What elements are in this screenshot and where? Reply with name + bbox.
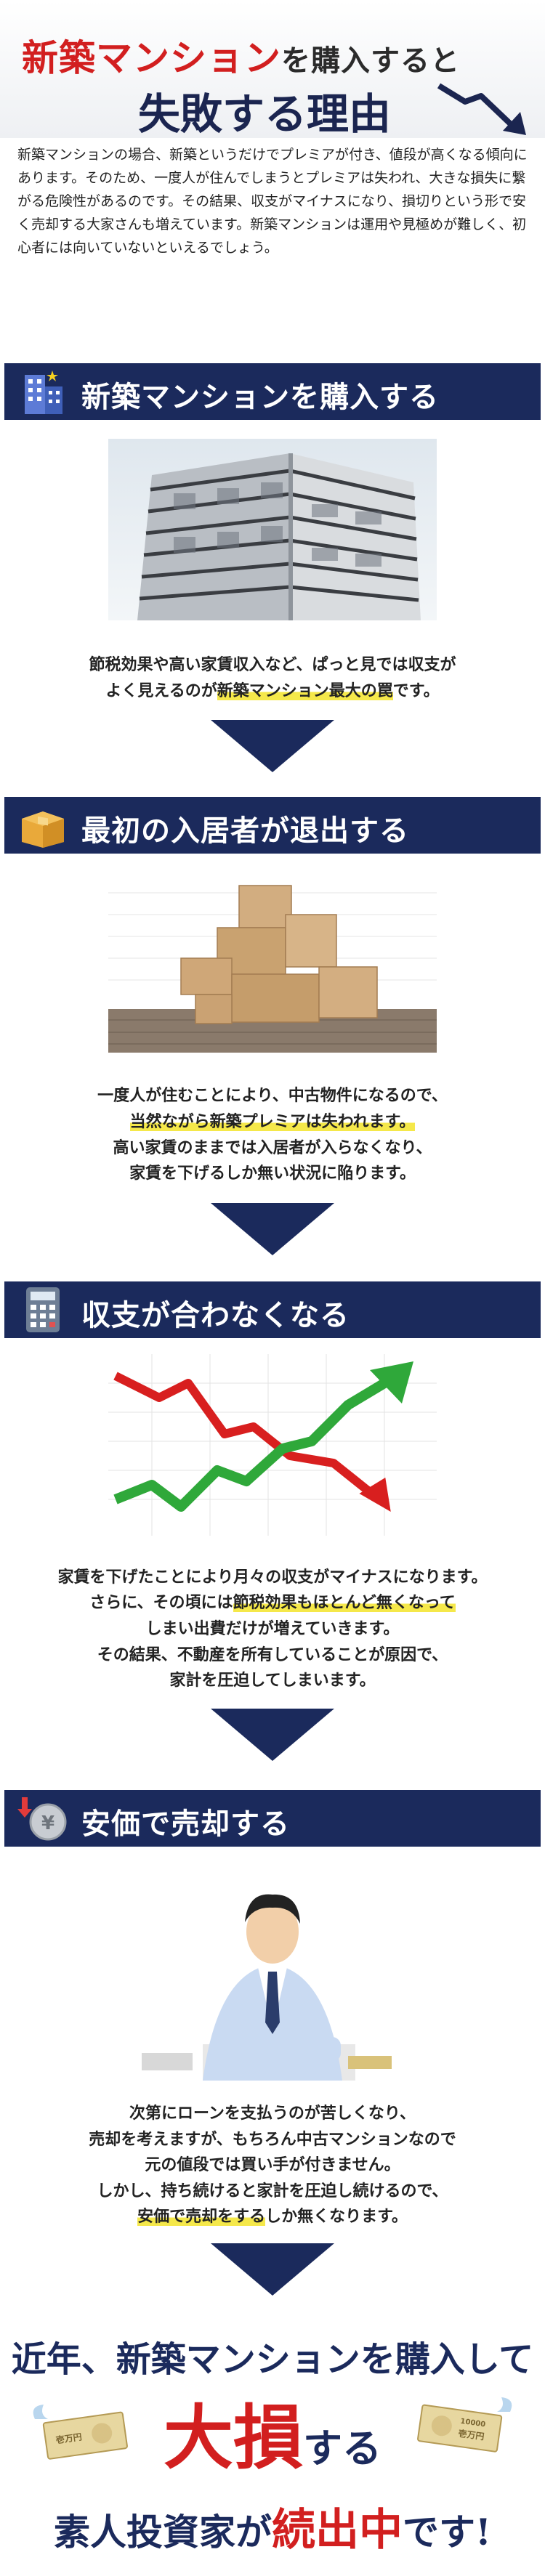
note-text: 元の値段では買い手が付きません。 bbox=[145, 2155, 400, 2175]
note-text: しかし、持ち続けると家計を圧迫し続けるので、 bbox=[97, 2181, 448, 2200]
section-note: 一度人が住むことにより、中古物件になるので、 当然ながら新築プレミアは失われます… bbox=[0, 1083, 545, 1187]
note-line: 安価で売却をするしか無くなります。 bbox=[0, 2204, 545, 2230]
section-note: 次第にローンを支払うのが苦しくなり、 売却を考えますが、もちろん中古マンションな… bbox=[0, 2101, 545, 2230]
note-line: 元の値段では買い手が付きません。 bbox=[0, 2152, 545, 2179]
calculator-icon bbox=[26, 1287, 60, 1332]
note-line: 家賃を下げるしか無い状況に陥ります。 bbox=[0, 1161, 545, 1187]
note-line: 次第にローンを支払うのが苦しくなり、 bbox=[0, 2101, 545, 2127]
bill-text: 壱万円 bbox=[458, 2428, 485, 2442]
note-text: その結果、不動産を所有していることが原因で、 bbox=[97, 1645, 448, 1664]
highlight-text: 新築マンション最大の罠 bbox=[217, 681, 393, 700]
condominium-photo bbox=[108, 439, 437, 620]
note-text: 家賃を下げたことにより月々の収支がマイナスになります。 bbox=[57, 1567, 488, 1587]
note-line: 売却を考えますが、もちろん中古マンションなので bbox=[0, 2127, 545, 2153]
svg-text:¥: ¥ bbox=[41, 1812, 54, 1834]
hero-title-line1: 新築マンションを購入すると bbox=[22, 29, 460, 81]
note-line: 高い家賃のままでは入居者が入らなくなり、 bbox=[0, 1135, 545, 1162]
note-line: しまい出費だけが増えていきます。 bbox=[0, 1616, 545, 1643]
footer-line2: 大損する bbox=[0, 2381, 545, 2482]
footer-conclusion: 近年、新築マンションを購入して 大損する 素人投資家が続出中です! 壱万円 10… bbox=[0, 2317, 545, 2576]
section-title: 安価で売却する bbox=[81, 1806, 290, 1841]
note-text: 次第にローンを支払うのが苦しくなり、 bbox=[129, 2103, 416, 2123]
footer-line3: 素人投資家が続出中です! bbox=[0, 2495, 545, 2558]
note-line: 家賃を下げたことにより月々の収支がマイナスになります。 bbox=[0, 1565, 545, 1591]
cardboard-box-icon bbox=[22, 811, 64, 848]
building-icon bbox=[25, 370, 62, 414]
bill-text: 壱万円 bbox=[55, 2431, 83, 2445]
note-text: しまい出費だけが増えていきます。 bbox=[145, 1619, 400, 1638]
note-line: 一度人が住むことにより、中古物件になるので、 bbox=[0, 1083, 545, 1109]
highlight-text: 当然ながら新築プレミアは失われます。 bbox=[129, 1111, 416, 1131]
flying-money-right-icon: 10000 壱万円 bbox=[417, 2397, 512, 2453]
note-line: 節税効果や高い家賃収入など、ぱっと見では収支が bbox=[0, 652, 545, 679]
note-line: 家計を圧迫してしまいます。 bbox=[0, 1668, 545, 1694]
note-text: しか無くなります。 bbox=[265, 2207, 408, 2227]
section-bar-sell: ¥ 安価で売却する bbox=[4, 1789, 541, 1847]
section-title: 新築マンションを購入する bbox=[81, 380, 439, 414]
boxes-photo bbox=[108, 871, 437, 1053]
highlight-text: 節税効果もほとんど無くなって bbox=[233, 1593, 456, 1613]
down-arrow-icon bbox=[211, 1708, 334, 1761]
trend-chart-illustration bbox=[108, 1353, 437, 1536]
note-text: 家賃を下げるしか無い状況に陥ります。 bbox=[129, 1164, 416, 1183]
note-line: しかし、持ち続けると家計を圧迫し続けるので、 bbox=[0, 2179, 545, 2205]
hero-title-connector: を購入すると bbox=[281, 44, 460, 78]
section-title: 最初の入居者が退出する bbox=[81, 814, 409, 848]
hero-title-red: 新築マンション bbox=[22, 36, 281, 79]
down-arrow-icon bbox=[211, 1202, 334, 1255]
section-bar-move-out: 最初の入居者が退出する bbox=[4, 797, 541, 854]
section-note: 家賃を下げたことにより月々の収支がマイナスになります。 さらに、その頃には節税効… bbox=[0, 1565, 545, 1694]
note-text: 節税効果や高い家賃収入など、ぱっと見では収支が bbox=[89, 655, 456, 674]
note-text: 高い家賃のままでは入居者が入らなくなり、 bbox=[113, 1138, 432, 1157]
note-line: さらに、その頃には節税効果もほとんど無くなって bbox=[0, 1590, 545, 1616]
footer-line1: 近年、新築マンションを購入して bbox=[11, 2339, 534, 2380]
note-line: 当然ながら新築プレミアは失われます。 bbox=[0, 1109, 545, 1135]
yen-coin-down-icon: ¥ bbox=[17, 1797, 67, 1841]
note-text: 売却を考えますが、もちろん中古マンションなので bbox=[89, 2129, 456, 2149]
bill-number: 10000 bbox=[460, 2418, 486, 2429]
intro-paragraph: 新築マンションの場合、新築というだけでプレミアが付き、値段が高くなる傾向にありま… bbox=[17, 147, 528, 256]
footer-big-loss: 大損 bbox=[164, 2397, 303, 2479]
section-bar-buy: 新築マンションを購入する bbox=[4, 363, 541, 420]
footer-suru: する bbox=[303, 2425, 382, 2471]
footer-line3-b: です! bbox=[403, 2511, 491, 2553]
footer-line3-a: 素人投資家が bbox=[54, 2511, 272, 2553]
hero-title-line2: 失敗する理由 bbox=[138, 89, 392, 139]
section-title: 収支が合わなくなる bbox=[81, 1297, 350, 1332]
note-text: 一度人が住むことにより、中古物件になるので、 bbox=[97, 1086, 448, 1106]
down-arrow-icon bbox=[211, 720, 334, 773]
businessman-photo bbox=[108, 1862, 437, 2081]
note-text: よく見えるのが bbox=[105, 681, 217, 700]
note-line: その結果、不動産を所有していることが原因で、 bbox=[0, 1643, 545, 1669]
hero-header: 新築マンションを購入すると 失敗する理由 bbox=[0, 0, 545, 139]
note-line: よく見えるのが新築マンション最大の罠です。 bbox=[0, 679, 545, 705]
flying-money-left-icon: 壱万円 bbox=[33, 2405, 128, 2460]
down-arrow-icon bbox=[211, 2243, 334, 2296]
note-text: です。 bbox=[392, 681, 440, 700]
downward-trend-arrow-icon bbox=[437, 83, 526, 135]
note-text: さらに、その頃には bbox=[89, 1593, 233, 1613]
highlight-text: 安価で売却をする bbox=[137, 2207, 266, 2227]
section-note: 節税効果や高い家賃収入など、ぱっと見では収支が よく見えるのが新築マンション最大… bbox=[0, 652, 545, 704]
note-text: 家計を圧迫してしまいます。 bbox=[169, 1671, 376, 1690]
footer-line3-red: 続出中 bbox=[272, 2505, 403, 2556]
section-bar-balance: 収支が合わなくなる bbox=[4, 1281, 541, 1338]
